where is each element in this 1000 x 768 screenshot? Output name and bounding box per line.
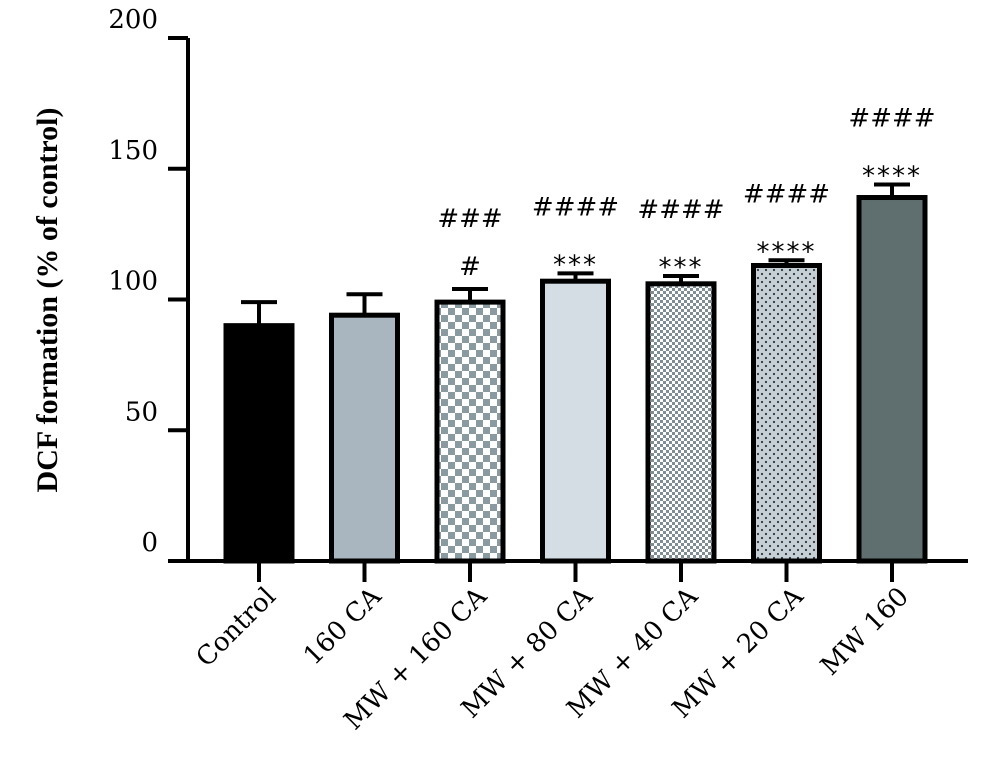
y-axis-label: DCF formation (% of control) (31, 108, 64, 493)
bar (856, 195, 928, 564)
significance-hashes: #### (848, 103, 935, 133)
significance-hashes: ### (437, 204, 502, 234)
bar (645, 281, 717, 564)
significance-stars: **** (757, 237, 817, 267)
bar (434, 299, 506, 564)
significance-hashes: # (459, 252, 481, 282)
y-tick-label: 100 (108, 267, 158, 297)
y-tick-label: 200 (108, 5, 158, 35)
category-label: 160 CA (298, 581, 388, 671)
y-tick-label: 0 (141, 528, 158, 558)
bar (329, 312, 400, 564)
significance-stars: **** (862, 161, 922, 191)
y-tick-label: 150 (108, 136, 158, 166)
significance-hashes: #### (637, 195, 724, 225)
significance-stars: *** (553, 250, 598, 280)
y-tick-label: 50 (125, 397, 158, 427)
y-ticks: 0 50 100 150 200 (108, 5, 188, 563)
bar (223, 323, 295, 564)
significance-hashes: #### (532, 192, 619, 222)
bar (751, 263, 822, 564)
bar (540, 278, 611, 564)
category-label: Control (191, 582, 282, 673)
significance-hashes: #### (743, 179, 830, 209)
category-label: MW 160 (815, 582, 915, 682)
bars: ####***####***####****####****#### (223, 103, 936, 582)
significance-stars: *** (659, 253, 704, 283)
